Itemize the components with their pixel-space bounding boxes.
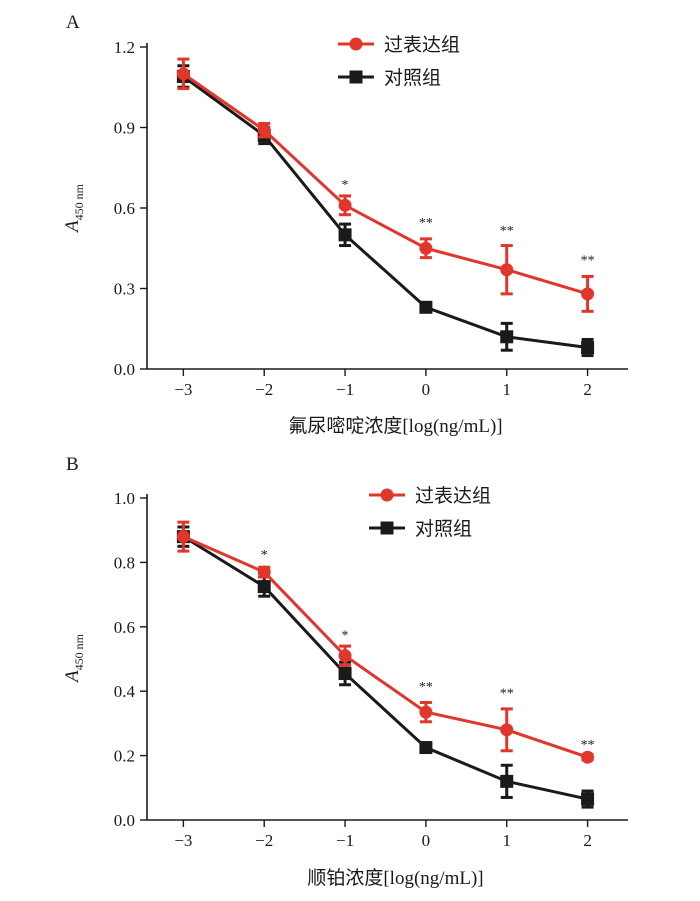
x-axis-title: 顺铂浓度[log(ng/mL)]	[307, 867, 483, 889]
panel-label: A	[66, 12, 80, 33]
legend-label: 过表达组	[384, 34, 460, 56]
y-tick-label: 0.9	[114, 119, 135, 138]
y-axis-title: A450 nm	[62, 183, 86, 234]
series-line	[182, 535, 589, 759]
x-tick-label: −2	[255, 380, 273, 399]
x-axis-title: 氟尿嘧啶浓度[log(ng/mL)]	[288, 415, 502, 437]
legend-marker	[380, 488, 394, 502]
significance-marker: *	[261, 548, 268, 563]
series-line	[182, 75, 588, 350]
data-point	[419, 300, 433, 314]
data-point	[338, 666, 352, 680]
data-point	[500, 774, 514, 788]
legend-marker	[349, 37, 363, 51]
x-tick-label: 1	[502, 831, 511, 850]
y-axis-title-main: A	[62, 670, 83, 684]
x-tick-label: −1	[336, 380, 354, 399]
series-line	[182, 72, 589, 296]
series-control	[176, 525, 595, 809]
data-point	[500, 330, 514, 344]
data-point	[581, 792, 595, 806]
data-point	[419, 241, 433, 255]
data-point	[581, 287, 595, 301]
series-line	[182, 535, 588, 801]
significance-marker: **	[581, 253, 595, 268]
series-overexpression	[176, 520, 595, 764]
y-tick-label: 0.3	[114, 280, 135, 299]
y-tick-label: 0.4	[114, 682, 136, 701]
legend-label: 对照组	[415, 518, 472, 540]
data-point	[257, 123, 271, 137]
data-point	[176, 530, 190, 544]
data-point	[500, 263, 514, 277]
y-axis-title: A450 nm	[62, 633, 86, 684]
y-tick-label: 0.0	[114, 811, 135, 830]
y-tick-label: 1.0	[114, 489, 135, 508]
significance-marker: **	[581, 738, 595, 753]
x-tick-label: −3	[174, 831, 192, 850]
significance-marker: **	[500, 687, 514, 702]
legend-label: 过表达组	[415, 485, 491, 507]
x-tick-label: −3	[174, 380, 192, 399]
panel-label: B	[66, 454, 79, 475]
data-point	[500, 723, 514, 737]
y-axis-title-main: A	[62, 220, 83, 234]
data-point	[257, 580, 271, 594]
significance-marker: *	[342, 629, 349, 644]
x-tick-label: −1	[336, 831, 354, 850]
chart-panel-b: B 0.0 0.2 0.4 0.6 0.8 1.0 −3 −2 −1 0 1 2 顺铂浓度[log(ng/…	[62, 454, 628, 889]
legend-marker	[380, 521, 394, 535]
x-tick-label: 0	[422, 831, 431, 850]
x-tick-label: −2	[255, 831, 273, 850]
y-tick-label: 0.6	[114, 618, 135, 637]
data-point	[581, 750, 595, 764]
x-tick-label: 2	[583, 831, 592, 850]
y-axis-title-sub: 450 nm	[72, 633, 86, 670]
data-point	[338, 228, 352, 242]
data-point	[338, 198, 352, 212]
y-tick-label: 1.2	[114, 38, 135, 57]
y-tick-label: 0.0	[114, 360, 135, 379]
data-point	[419, 705, 433, 719]
y-tick-label: 0.6	[114, 199, 135, 218]
data-point	[419, 741, 433, 755]
legend-label: 对照组	[384, 67, 441, 89]
y-tick-label: 0.8	[114, 553, 135, 572]
series-overexpression	[176, 57, 595, 313]
significance-marker: **	[419, 680, 433, 695]
significance-marker: *	[342, 178, 349, 193]
significance-marker: **	[500, 224, 514, 239]
x-tick-label: 2	[583, 380, 592, 399]
y-axis-title-sub: 450 nm	[72, 183, 86, 220]
chart-panel-a: A 0.0 0.3 0.6 0.9 1.2 −3 −2 −1 0 1 2 氟尿嘧啶浓度[log(ng/m…	[62, 12, 628, 437]
data-point	[176, 67, 190, 81]
significance-marker: **	[419, 216, 433, 231]
series-control	[176, 64, 595, 358]
data-point	[338, 649, 352, 663]
y-tick-label: 0.2	[114, 747, 135, 766]
legend-marker	[349, 70, 363, 84]
data-point	[581, 341, 595, 355]
x-tick-label: 0	[422, 380, 431, 399]
x-tick-label: 1	[502, 380, 511, 399]
data-point	[257, 565, 271, 579]
